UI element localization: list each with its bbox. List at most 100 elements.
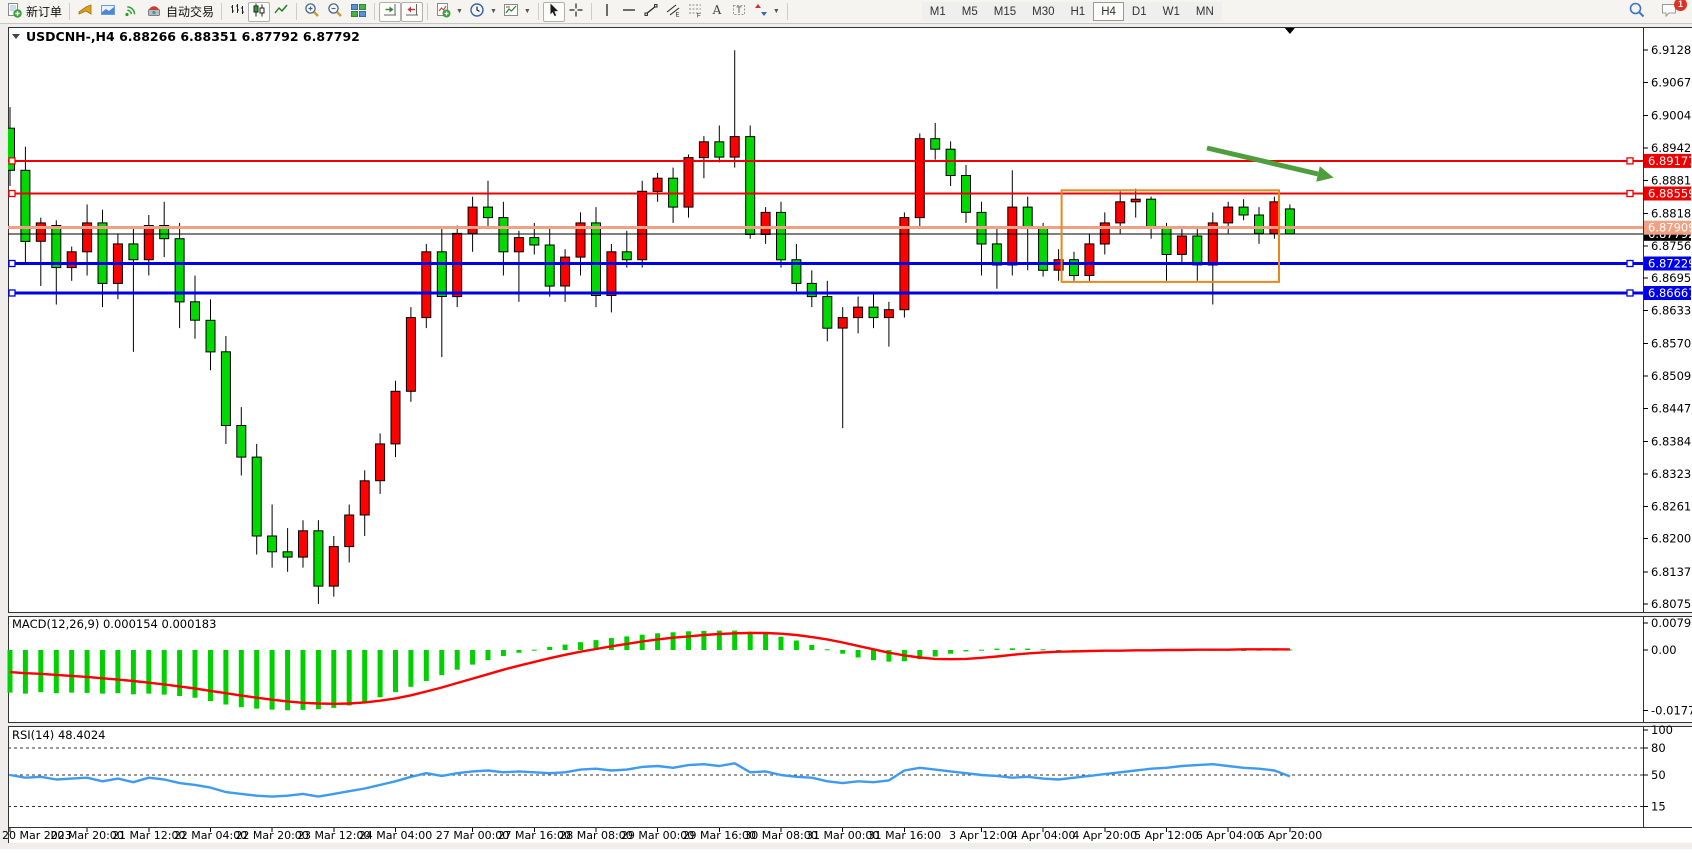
timeframe-h4-button[interactable]: H4 xyxy=(1093,2,1124,21)
candle xyxy=(345,515,354,547)
tile-windows-button[interactable] xyxy=(347,2,370,22)
macd-histogram-bar xyxy=(23,650,28,694)
macd-histogram-bar xyxy=(840,650,845,654)
candle xyxy=(376,444,385,481)
dropdown-arrow-icon: ▼ xyxy=(456,8,463,15)
macd-histogram-bar xyxy=(1041,649,1046,650)
templates-button[interactable]: ▼ xyxy=(500,2,534,22)
macd-histogram-bar xyxy=(115,650,120,693)
autotrading-label: 自动交易 xyxy=(166,3,214,20)
line-handle[interactable] xyxy=(9,191,15,197)
auto-scroll-button[interactable] xyxy=(379,2,401,22)
horizontal-line-tool-button[interactable] xyxy=(618,2,640,22)
notification-badge: 1 xyxy=(1674,0,1687,11)
time-tick-label: 31 Mar 16:00 xyxy=(868,829,941,842)
channel-tool-button[interactable]: E xyxy=(662,2,684,22)
macd-histogram-bar xyxy=(825,649,830,650)
candle xyxy=(437,252,446,297)
label-tool-button[interactable]: T xyxy=(728,2,750,22)
broadcast-button[interactable] xyxy=(74,2,97,22)
zoom-out-button[interactable] xyxy=(324,2,347,22)
line-handle[interactable] xyxy=(1627,290,1633,296)
price-tick-label: 6.83230 xyxy=(1651,467,1692,481)
panel-splitter[interactable] xyxy=(8,723,1692,726)
fibonacci-tool-button[interactable]: F xyxy=(684,2,706,22)
horn-icon xyxy=(77,2,94,22)
chart-publish-button[interactable] xyxy=(97,2,120,22)
svg-text:6.89177: 6.89177 xyxy=(1648,154,1692,168)
candle xyxy=(838,318,847,329)
candle xyxy=(98,223,107,284)
tile-windows-icon xyxy=(350,2,367,22)
timeframe-m30-button[interactable]: M30 xyxy=(1024,2,1062,21)
separator xyxy=(538,3,539,20)
candle xyxy=(329,547,338,587)
chart-shift-button[interactable] xyxy=(401,2,423,22)
candle xyxy=(869,307,878,318)
candle xyxy=(530,238,539,245)
autotrading-button[interactable]: 自动交易 xyxy=(143,2,217,22)
macd-histogram-bar xyxy=(38,650,43,692)
candle xyxy=(992,244,1001,265)
line-handle[interactable] xyxy=(9,261,15,267)
candle xyxy=(422,252,431,318)
price-tick-label: 6.81370 xyxy=(1651,565,1692,579)
line-handle[interactable] xyxy=(9,290,15,296)
candlestick-view-button[interactable] xyxy=(248,2,270,22)
crosshair-button[interactable] xyxy=(565,2,587,22)
macd-histogram-bar xyxy=(331,650,336,708)
zoom-in-button[interactable] xyxy=(301,2,324,22)
macd-histogram-bar xyxy=(54,650,59,693)
candle xyxy=(807,283,816,296)
notifications-button[interactable]: 1 xyxy=(1657,2,1681,22)
time-tick-label: 4 Apr 20:00 xyxy=(1072,829,1137,842)
timeframe-m15-button[interactable]: M15 xyxy=(986,2,1024,21)
bar-chart-view-button[interactable] xyxy=(226,2,248,22)
macd-histogram-bar xyxy=(748,632,753,650)
search-icon xyxy=(1628,1,1646,22)
timeframe-h1-button[interactable]: H1 xyxy=(1063,2,1094,21)
separator xyxy=(591,3,592,20)
timeframe-w1-button[interactable]: W1 xyxy=(1155,2,1188,21)
periods-button[interactable]: ▼ xyxy=(466,2,500,22)
line-chart-view-button[interactable] xyxy=(270,2,292,22)
macd-histogram-bar xyxy=(408,650,413,687)
indicators-button[interactable]: ▼ xyxy=(432,2,466,22)
line-handle[interactable] xyxy=(1627,158,1633,164)
line-chart-icon xyxy=(273,2,289,21)
time-tick-label: 6 Apr 20:00 xyxy=(1258,829,1323,842)
search-button[interactable] xyxy=(1625,2,1649,22)
timeframe-mn-button[interactable]: MN xyxy=(1188,2,1222,21)
separator xyxy=(221,3,222,20)
time-tick-label: 6 Apr 04:00 xyxy=(1196,829,1261,842)
signals-button[interactable] xyxy=(120,2,143,22)
vertical-line-tool-button[interactable] xyxy=(596,2,618,22)
timeframe-d1-button[interactable]: D1 xyxy=(1124,2,1155,21)
cursor-button[interactable] xyxy=(543,2,565,22)
macd-histogram-bar xyxy=(162,650,167,695)
price-tick-label: 6.89425 xyxy=(1651,141,1692,155)
line-handle[interactable] xyxy=(1627,261,1633,267)
macd-histogram-bar xyxy=(69,650,74,693)
candle xyxy=(360,481,369,515)
line-handle[interactable] xyxy=(9,158,15,164)
text-tool-button[interactable]: A xyxy=(706,2,728,22)
new-order-label: 新订单 xyxy=(26,3,62,20)
line-handle[interactable] xyxy=(1627,191,1633,197)
timeframe-m5-button[interactable]: M5 xyxy=(954,2,986,21)
arrows-tool-button[interactable]: ▼ xyxy=(750,2,783,22)
new-order-button[interactable]: 新订单 xyxy=(3,2,65,22)
trendline-tool-button[interactable] xyxy=(640,2,662,22)
zoom-in-icon xyxy=(304,2,321,22)
timeframe-m1-button[interactable]: M1 xyxy=(922,2,954,21)
price-tick-label: 6.91285 xyxy=(1651,43,1692,57)
candle xyxy=(1085,244,1094,276)
macd-histogram-bar xyxy=(933,650,938,657)
svg-text:A: A xyxy=(712,3,722,17)
candle xyxy=(946,149,955,175)
panel-splitter[interactable] xyxy=(8,613,1692,616)
svg-text:6.88559: 6.88559 xyxy=(1648,187,1692,201)
